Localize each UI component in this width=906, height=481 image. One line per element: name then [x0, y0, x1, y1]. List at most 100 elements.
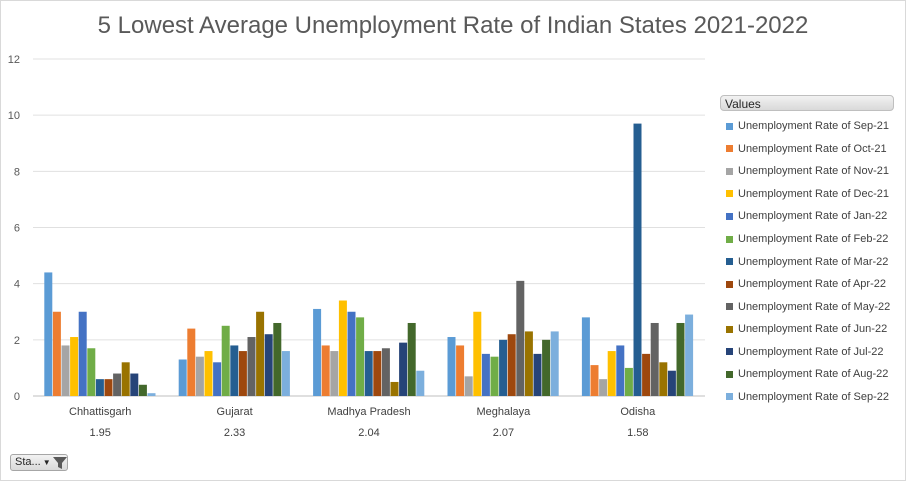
y-tick-label: 6	[14, 223, 20, 235]
legend-swatch	[726, 122, 733, 130]
bar	[52, 311, 61, 396]
bar	[338, 300, 347, 396]
y-tick-label: 10	[8, 110, 20, 122]
bar	[347, 311, 356, 396]
bar	[650, 322, 659, 396]
bar	[61, 345, 70, 396]
legend-item: Unemployment Rate of Jun-22	[720, 318, 896, 341]
y-tick-label: 8	[14, 166, 20, 178]
bar	[481, 353, 490, 396]
bar	[456, 345, 465, 396]
bar	[195, 356, 204, 396]
y-tick-label: 0	[14, 391, 20, 403]
category-average-label: 2.04	[358, 427, 379, 439]
bar	[138, 384, 147, 396]
legend-swatch	[726, 393, 733, 401]
legend-swatch	[726, 212, 733, 220]
legend-item: Unemployment Rate of Dec-21	[720, 183, 896, 206]
legend-item: Unemployment Rate of Apr-22	[720, 273, 896, 296]
legend-label: Unemployment Rate of Jul-22	[738, 345, 884, 358]
filter-button-label: Sta...	[15, 456, 41, 468]
legend-list: Unemployment Rate of Sep-21 Unemployment …	[720, 115, 896, 408]
category-label: Chhattisgarh	[69, 406, 131, 418]
legend-swatch	[726, 190, 733, 198]
category-label: Meghalaya	[476, 406, 531, 418]
chart-title: 5 Lowest Average Unemployment Rate of In…	[97, 12, 809, 39]
bar	[676, 322, 685, 396]
bar	[281, 351, 290, 396]
legend-item: Unemployment Rate of Aug-22	[720, 363, 896, 386]
bar	[390, 381, 399, 396]
y-tick-label: 12	[8, 54, 20, 66]
bar	[147, 393, 156, 396]
bar	[542, 339, 551, 396]
legend-swatch	[726, 258, 733, 266]
bar	[256, 311, 265, 396]
legend-item: Unemployment Rate of Jul-22	[720, 340, 896, 363]
bar	[667, 370, 676, 396]
legend-label: Unemployment Rate of Dec-21	[738, 187, 890, 200]
bar	[221, 325, 230, 396]
y-tick-label: 4	[14, 279, 20, 291]
legend-swatch	[726, 370, 733, 378]
bar	[642, 353, 651, 396]
legend-swatch	[726, 145, 733, 153]
bar	[599, 379, 608, 396]
category-average-label: 2.33	[224, 427, 245, 439]
category-label: Madhya Pradesh	[327, 406, 410, 418]
bar	[44, 272, 53, 396]
bar	[113, 373, 122, 396]
bar	[616, 345, 625, 396]
legend-label: Unemployment Rate of Aug-22	[738, 368, 889, 381]
bar	[581, 317, 590, 396]
category-label: Gujarat	[217, 406, 253, 418]
bar	[213, 362, 222, 396]
category-average-label: 1.58	[627, 427, 648, 439]
bar	[330, 351, 339, 396]
bar	[499, 339, 508, 396]
legend-label: Unemployment Rate of Feb-22	[738, 233, 889, 245]
legend-item: Unemployment Rate of Mar-22	[720, 250, 896, 273]
bar	[321, 345, 330, 396]
legend-item: Unemployment Rate of Feb-22	[720, 228, 896, 251]
bar	[273, 322, 282, 396]
bar	[373, 351, 382, 396]
legend-swatch	[726, 348, 733, 356]
bar	[624, 367, 633, 396]
bar	[473, 311, 482, 396]
legend-title[interactable]: Values	[720, 95, 894, 111]
bar	[685, 314, 694, 396]
bar	[364, 351, 373, 396]
bar	[464, 376, 473, 396]
field-filter-button[interactable]: Sta... ▼	[10, 454, 68, 471]
funnel-icon	[52, 456, 67, 469]
bar	[490, 356, 499, 396]
bar	[121, 362, 130, 396]
bar	[607, 351, 616, 396]
bar	[87, 348, 96, 396]
bar	[264, 334, 273, 396]
legend-label: Unemployment Rate of May-22	[738, 300, 891, 313]
bar	[95, 379, 104, 396]
bar	[78, 311, 87, 396]
bar	[633, 123, 642, 396]
bar	[550, 331, 559, 396]
category-average-label: 2.07	[493, 427, 514, 439]
legend-label: Unemployment Rate of Oct-21	[738, 142, 887, 155]
legend-label: Unemployment Rate of Sep-22	[738, 390, 890, 403]
legend-item: Unemployment Rate of Sep-22	[720, 386, 896, 409]
bar	[104, 379, 113, 396]
legend-label: Unemployment Rate of Jan-22	[738, 210, 888, 223]
bar	[659, 362, 668, 396]
legend-item: Unemployment Rate of Jan-22	[720, 205, 896, 228]
legend-swatch	[726, 303, 733, 311]
legend-label: Unemployment Rate of Jun-22	[738, 323, 888, 336]
legend-swatch	[726, 167, 733, 175]
bar	[204, 351, 213, 396]
legend-item: Unemployment Rate of Sep-21	[720, 115, 896, 138]
bar	[407, 322, 416, 396]
bar	[230, 345, 239, 396]
legend-label: Unemployment Rate of Nov-21	[738, 165, 890, 178]
